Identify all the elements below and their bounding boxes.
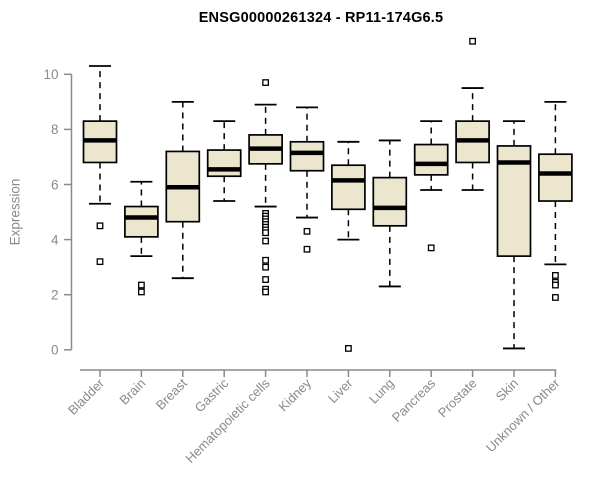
outlier-point	[262, 229, 270, 237]
x-tick-label: Bladder	[65, 375, 108, 418]
outlier-point	[262, 237, 270, 245]
outlier-point	[262, 263, 270, 271]
x-tick-label: Prostate	[435, 376, 480, 421]
y-tick-label: 8	[51, 122, 59, 137]
outlier-point	[552, 281, 559, 289]
y-tick-label: 4	[51, 232, 59, 247]
outlier-point	[262, 256, 270, 264]
x-tick-label: Brain	[116, 376, 148, 408]
box-rect	[331, 164, 366, 211]
outlier-point	[137, 288, 145, 296]
outlier-point	[303, 245, 311, 253]
box-rect	[124, 205, 159, 238]
x-tick-label: Breast	[153, 375, 190, 412]
x-tick-label: Pancreas	[389, 375, 439, 425]
box-rect	[372, 176, 408, 227]
outlier-point	[469, 37, 477, 45]
box-rect	[206, 149, 242, 178]
x-tick-label: Skin	[493, 376, 521, 404]
outlier-point	[137, 281, 145, 289]
box-rect	[413, 143, 449, 176]
x-tick-label: Kidney	[275, 375, 314, 414]
y-tick-label: 10	[43, 67, 58, 82]
outlier-point	[427, 244, 435, 252]
outlier-point	[96, 222, 104, 230]
x-tick-label: Liver	[325, 375, 356, 406]
outlier-point	[262, 79, 270, 86]
y-tick-label: 2	[51, 288, 59, 303]
outlier-point	[552, 294, 559, 301]
y-tick-label: 0	[51, 343, 59, 358]
outlier-point	[96, 258, 104, 266]
y-tick-label: 6	[51, 177, 59, 192]
outlier-point	[262, 288, 270, 296]
chart-title: ENSG00000261324 - RP11-174G6.5	[198, 10, 444, 26]
outlier-point	[303, 227, 311, 235]
x-tick-label: Lung	[366, 376, 397, 407]
x-tick-label: Gastric	[192, 375, 232, 415]
box-rect	[538, 153, 573, 202]
outlier-point	[552, 272, 559, 279]
x-tick-label: Unknown / Other	[483, 375, 563, 455]
box-rect	[289, 140, 325, 172]
outlier-point	[262, 276, 270, 283]
outlier-point	[344, 345, 352, 352]
